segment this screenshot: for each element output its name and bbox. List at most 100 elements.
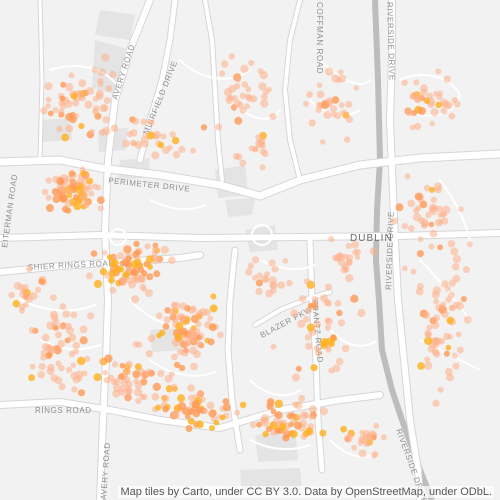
heat-point [233,99,242,108]
heat-point [70,92,78,100]
heat-point [425,211,432,219]
heat-point [179,302,187,310]
heat-point [270,408,277,415]
heat-point [168,308,177,317]
heat-point [451,352,458,359]
heat-point [431,320,440,330]
heat-point [340,109,348,117]
heat-point [228,53,235,60]
heat-point [422,311,431,320]
heat-point [432,286,441,295]
map-attribution[interactable]: Map tiles by Carto, under CC BY 3.0. Dat… [118,486,494,498]
heat-point [181,348,189,357]
heat-point [132,341,140,348]
heat-point [12,299,21,308]
heat-point [168,371,175,378]
heat-point [303,278,311,285]
heat-point [302,316,310,323]
heat-point [61,133,70,142]
heat-point [171,136,180,145]
heat-point [207,338,215,346]
heat-point [157,141,165,149]
heat-point [345,259,353,267]
heat-point [274,399,283,408]
heat-point [313,345,320,352]
heat-point [153,270,161,278]
heat-point [315,107,322,114]
heat-point [131,117,140,125]
heat-point [148,119,155,126]
heat-point [190,362,198,371]
heat-point [252,146,259,152]
heat-point [160,245,169,254]
heat-point [338,69,344,75]
heat-point [313,320,321,328]
heat-point [265,289,273,298]
heat-point [249,95,258,103]
heat-point [105,85,113,92]
heat-point [345,243,352,249]
heat-point [219,70,226,77]
heat-point [334,112,342,120]
heat-point [162,323,170,330]
heat-point [147,264,154,270]
heat-point [323,299,331,306]
heat-point [171,410,180,419]
heat-point [134,249,141,256]
heat-point [460,296,467,302]
heat-point [323,110,332,119]
heat-point [354,248,361,256]
heat-point [431,348,440,356]
heat-point [413,79,420,86]
heat-point [288,421,294,428]
heat-point [209,304,218,313]
heat-point [45,194,52,201]
heat-point [144,368,153,377]
heat-point [373,422,380,429]
heat-point [109,70,117,78]
heat-point [50,374,58,382]
heat-point [443,332,451,340]
heat-point [251,256,260,264]
heat-point [65,82,74,92]
heat-point [437,244,443,251]
heat-point [440,217,449,225]
heat-point [134,381,143,390]
heat-point [45,204,54,212]
heat-point [134,140,143,149]
heat-point [195,309,204,318]
heat-point [66,187,74,194]
heat-point [207,315,214,322]
heat-point [68,170,76,177]
heat-point [423,184,431,192]
heat-point [158,329,166,336]
heat-point [187,394,194,401]
heat-point [101,104,109,112]
heat-point [286,280,293,287]
heat-point [331,74,340,83]
heat-point [190,147,196,154]
heat-point [282,257,289,264]
heat-point [414,122,422,130]
heat-point [153,130,162,139]
heat-point [298,394,306,402]
heat-point [319,407,329,416]
heat-point [443,75,451,83]
heat-point [196,420,204,429]
heat-point [256,421,263,428]
heat-point [122,271,130,279]
heat-point [155,404,162,411]
heat-point [401,222,408,230]
heat-point [429,203,437,211]
heat-point [89,128,95,135]
heat-point [206,401,215,410]
heat-point [418,107,426,115]
heat-point [41,188,49,196]
heat-point [320,139,326,145]
heat-point [341,344,350,353]
heat-point [35,286,42,293]
heat-point [13,281,22,290]
heat-point [187,417,195,425]
heat-point [325,283,332,291]
